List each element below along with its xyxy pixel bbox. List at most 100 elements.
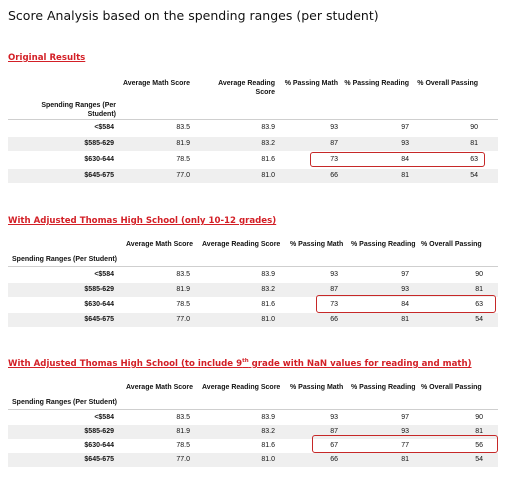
cell-avg-reading: 81.6: [261, 301, 275, 308]
cell-avg-reading: 83.9: [261, 124, 275, 131]
col-header-avg-math: Average Math Score: [126, 241, 194, 248]
cell-pct-overall: 90: [475, 414, 483, 421]
table-row: <$584 83.5 83.9 93 97 90: [8, 121, 498, 135]
col-header-avg-reading: Average Reading Score: [202, 241, 281, 248]
cell-pct-math: 87: [330, 428, 338, 435]
row-label: $585-629: [84, 428, 114, 435]
cell-pct-reading: 93: [401, 286, 409, 293]
table-row: $585-629 81.9 83.2 87 93 81: [8, 283, 498, 297]
table-row: $645-675 77.0 81.0 66 81 54: [8, 169, 498, 183]
highlight-box: [316, 295, 496, 313]
divider: [8, 409, 498, 410]
cell-pct-overall: 81: [475, 286, 483, 293]
cell-pct-math: 66: [330, 172, 338, 179]
heading-superscript: th: [242, 358, 249, 364]
table-row: $645-675 77.0 81.0 66 81 54: [8, 453, 498, 467]
cell-avg-math: 81.9: [176, 286, 190, 293]
section-heading-adjusted-10-12: With Adjusted Thomas High School (only 1…: [8, 216, 277, 226]
cell-pct-math: 87: [330, 140, 338, 147]
cell-pct-overall: 54: [470, 172, 478, 179]
cell-avg-math: 81.9: [176, 140, 190, 147]
table-row: <$584 83.5 83.9 93 97 90: [8, 411, 498, 425]
row-label: $645-675: [84, 456, 114, 463]
cell-avg-reading: 83.9: [261, 414, 275, 421]
row-label: $585-629: [84, 286, 114, 293]
cell-avg-math: 77.0: [176, 316, 190, 323]
cell-pct-overall: 54: [475, 316, 483, 323]
cell-pct-math: 73: [330, 156, 338, 163]
table-row: $585-629 81.9 83.2 87 93 81: [8, 137, 498, 151]
cell-pct-reading: 77: [401, 442, 409, 449]
page-title: Score Analysis based on the spending ran…: [8, 8, 379, 23]
cell-pct-math: 66: [330, 456, 338, 463]
cell-avg-reading: 83.2: [261, 286, 275, 293]
cell-pct-overall: 81: [470, 140, 478, 147]
section-heading-original: Original Results: [8, 53, 86, 63]
cell-pct-reading: 93: [401, 428, 409, 435]
col-header-pct-overall: % Overall Passing: [421, 384, 482, 391]
cell-avg-reading: 83.2: [261, 428, 275, 435]
cell-pct-overall: 54: [475, 456, 483, 463]
col-header-pct-overall: % Overall Passing: [417, 80, 478, 87]
cell-avg-reading: 81.0: [261, 172, 275, 179]
cell-pct-math: 93: [330, 414, 338, 421]
cell-avg-reading: 81.6: [261, 156, 275, 163]
cell-avg-reading: 83.9: [261, 271, 275, 278]
highlight-box: [310, 152, 485, 167]
cell-avg-math: 78.5: [176, 301, 190, 308]
index-name: Spending Ranges (Per Student): [41, 102, 116, 118]
cell-pct-math: 93: [330, 124, 338, 131]
row-label: $630-644: [84, 301, 114, 308]
row-label: <$584: [94, 124, 114, 131]
section-heading-adjusted-with-9th: With Adjusted Thomas High School (to inc…: [8, 358, 472, 369]
cell-pct-overall: 56: [475, 442, 483, 449]
cell-pct-math: 93: [330, 271, 338, 278]
row-label: $630-644: [84, 442, 114, 449]
col-header-avg-math: Average Math Score: [122, 80, 190, 87]
col-header-pct-overall: % Overall Passing: [421, 241, 482, 248]
row-label: $630-644: [84, 156, 114, 163]
col-header-pct-reading: % Passing Reading: [351, 384, 416, 391]
row-label: $645-675: [84, 316, 114, 323]
index-name: Spending Ranges (Per Student): [12, 399, 118, 406]
cell-avg-reading: 81.6: [261, 442, 275, 449]
table-row: $645-675 77.0 81.0 66 81 54: [8, 313, 498, 327]
cell-avg-math: 77.0: [176, 172, 190, 179]
cell-pct-reading: 97: [401, 414, 409, 421]
cell-avg-math: 83.5: [176, 124, 190, 131]
cell-pct-reading: 81: [401, 172, 409, 179]
col-header-avg-math: Average Math Score: [126, 384, 194, 391]
cell-avg-math: 78.5: [176, 442, 190, 449]
cell-avg-reading: 83.2: [261, 140, 275, 147]
col-header-avg-reading: Average Reading Score: [202, 384, 281, 391]
cell-pct-reading: 81: [401, 316, 409, 323]
cell-pct-reading: 97: [401, 124, 409, 131]
row-label: $585-629: [84, 140, 114, 147]
cell-pct-reading: 93: [401, 140, 409, 147]
divider: [8, 119, 498, 120]
table-row: $630-644 78.5 81.6 73 84 63: [8, 298, 498, 312]
cell-pct-overall: 63: [475, 301, 483, 308]
row-label: <$584: [94, 271, 114, 278]
col-header-pct-reading: % Passing Reading: [351, 241, 416, 248]
highlight-box: [312, 435, 498, 453]
cell-pct-overall: 90: [475, 271, 483, 278]
cell-pct-math: 67: [330, 442, 338, 449]
col-header-pct-math: % Passing Math: [290, 241, 344, 248]
divider: [8, 266, 498, 267]
table-row: <$584 83.5 83.9 93 97 90: [8, 268, 498, 282]
cell-pct-math: 66: [330, 316, 338, 323]
cell-pct-overall: 81: [475, 428, 483, 435]
col-header-avg-reading: Average Reading Score: [218, 80, 275, 96]
row-label: <$584: [94, 414, 114, 421]
cell-pct-overall: 90: [470, 124, 478, 131]
cell-avg-math: 81.9: [176, 428, 190, 435]
index-name: Spending Ranges (Per Student): [12, 256, 118, 263]
cell-pct-reading: 84: [401, 156, 409, 163]
table-row: $630-644 78.5 81.6 67 77 56: [8, 439, 498, 453]
col-header-pct-math: % Passing Math: [290, 384, 344, 391]
col-header-pct-reading: % Passing Reading: [344, 80, 409, 87]
heading-text: With Adjusted Thomas High School (to inc…: [8, 358, 243, 369]
heading-text-rest: grade with NaN values for reading and ma…: [248, 358, 472, 369]
cell-avg-math: 78.5: [176, 156, 190, 163]
